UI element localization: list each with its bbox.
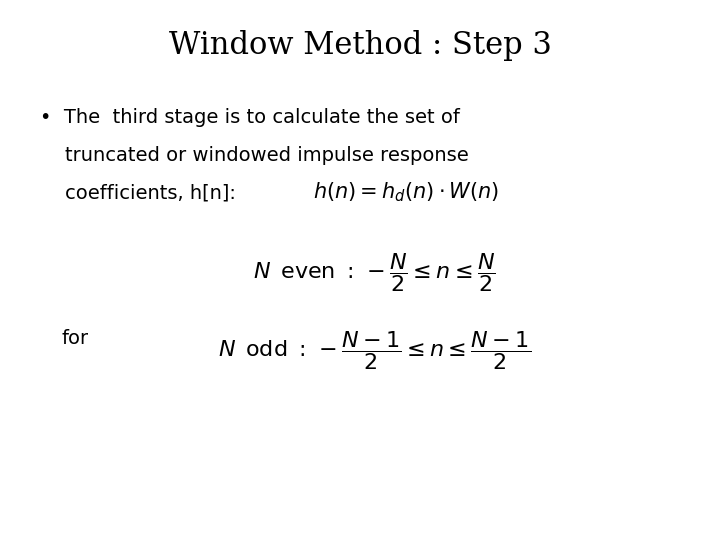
Text: coefficients, h[n]:: coefficients, h[n]: bbox=[40, 184, 235, 202]
Text: •  The  third stage is to calculate the set of: • The third stage is to calculate the se… bbox=[40, 108, 459, 127]
Text: for: for bbox=[61, 329, 89, 348]
Text: Window Method : Step 3: Window Method : Step 3 bbox=[168, 30, 552, 60]
Text: $N\,$ odd $:\,-\dfrac{N-1}{2}\leq n\leq\dfrac{N-1}{2}$: $N\,$ odd $:\,-\dfrac{N-1}{2}\leq n\leq\… bbox=[218, 329, 531, 373]
Text: $N\,$ even $:\,-\dfrac{N}{2}\leq n\leq\dfrac{N}{2}$: $N\,$ even $:\,-\dfrac{N}{2}\leq n\leq\d… bbox=[253, 251, 496, 294]
Text: $h(n)= h_d(n)\cdot W(n)$: $h(n)= h_d(n)\cdot W(n)$ bbox=[313, 181, 500, 205]
Text: truncated or windowed impulse response: truncated or windowed impulse response bbox=[40, 146, 468, 165]
